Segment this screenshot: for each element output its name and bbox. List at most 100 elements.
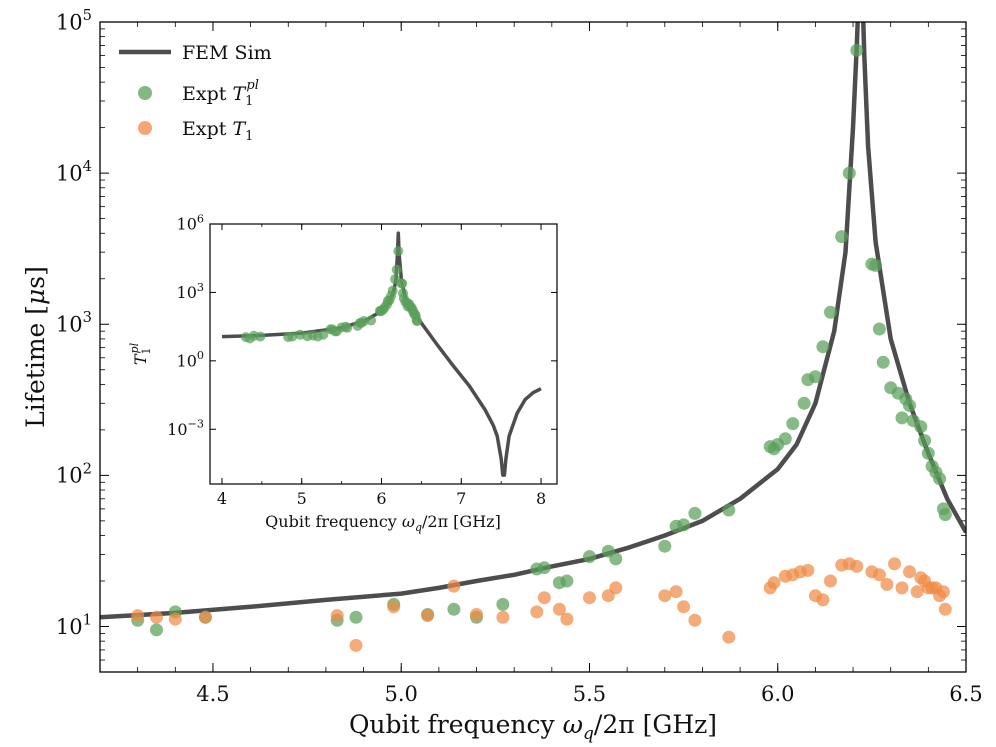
- data-point-t1pl: [918, 434, 932, 448]
- x-tick-label: 4: [217, 489, 227, 508]
- data-point-t1pl: [938, 508, 952, 522]
- data-point-t1pl: [921, 446, 935, 460]
- x-tick-label: 7: [456, 489, 466, 508]
- data-point-t1: [470, 608, 483, 621]
- main-axis-ticks: 4.5 5.0 5.5 6.0 6.5 101 102 103 104 105: [56, 7, 983, 706]
- data-point-t1: [910, 585, 924, 599]
- data-point-t1: [537, 591, 551, 605]
- inset-y-axis-title: T1pl: [128, 342, 153, 365]
- fem-sim-curve: [100, 22, 966, 620]
- data-point-t1pl: [914, 420, 928, 434]
- data-point-t1pl: [903, 399, 916, 412]
- data-point-t1pl: [255, 331, 266, 342]
- x-tick-label: 8: [536, 489, 546, 508]
- data-point-t1: [850, 559, 864, 573]
- legend-marker-green: [138, 86, 152, 100]
- inset-background: [210, 224, 557, 484]
- data-point-t1pl: [412, 316, 422, 327]
- data-point-t1: [888, 557, 901, 571]
- inset-x-axis-title: Qubit frequency ωq/2π [GHz]: [265, 512, 501, 534]
- data-point-t1: [903, 565, 916, 579]
- data-point-t1: [496, 610, 510, 624]
- data-point-t1pl: [318, 329, 329, 340]
- data-point-t1pl: [816, 340, 830, 354]
- data-point-t1pl: [397, 278, 408, 289]
- main-y-axis-title: Lifetime [μs]: [21, 266, 50, 428]
- data-point-t1: [880, 577, 894, 591]
- main-x-axis-title: Qubit frequency ωq/2π [GHz]: [349, 710, 717, 744]
- data-point-t1pl: [842, 166, 856, 180]
- data-point-t1: [824, 574, 837, 588]
- x-tick-label: 5.5: [573, 682, 606, 706]
- x-tick-label: 4.5: [196, 682, 229, 706]
- data-point-t1pl: [387, 285, 398, 296]
- x-tick-label: 6.0: [761, 682, 794, 706]
- data-point-t1pl: [609, 552, 623, 566]
- y-tick-label: 106: [177, 212, 204, 233]
- x-tick-label: 6: [376, 489, 386, 508]
- legend: FEM Sim Expt T1pl Expt T1: [119, 42, 272, 144]
- legend-marker-orange: [138, 121, 152, 135]
- data-point-t1pl: [658, 539, 672, 553]
- data-point-t1pl: [359, 316, 369, 326]
- data-point-t1pl: [391, 264, 402, 275]
- data-point-t1pl: [835, 230, 849, 244]
- y-tick-label: 103: [56, 309, 92, 336]
- data-point-t1: [560, 612, 574, 626]
- inset-axis-ticks: 4 5 6 7 8 10−3 100 103 106: [167, 212, 557, 508]
- data-point-t1: [801, 563, 815, 577]
- data-point-t1pl: [850, 43, 864, 57]
- data-point-t1: [150, 610, 163, 624]
- y-tick-label: 104: [56, 158, 92, 185]
- data-point-t1: [421, 609, 435, 623]
- data-point-t1pl: [722, 503, 736, 517]
- data-point-t1: [669, 585, 683, 599]
- data-point-t1pl: [876, 355, 890, 369]
- main-plot: 4.5 5.0 5.5 6.0 6.5 101 102 103 104 105 Qubit fre…: [21, 7, 983, 744]
- data-point-t1: [658, 589, 672, 603]
- data-point-t1: [168, 612, 182, 626]
- data-point-t1pl: [150, 623, 163, 637]
- x-tick-label: 6.5: [949, 682, 982, 706]
- data-point-t1pl: [688, 506, 702, 520]
- data-point-t1pl: [778, 432, 792, 446]
- inset-expt-t1pl-points-layer: [240, 246, 422, 344]
- data-point-t1pl: [583, 550, 596, 564]
- data-point-t1: [447, 579, 461, 593]
- legend-label-fem-sim: FEM Sim: [182, 42, 272, 64]
- data-point-t1: [583, 591, 596, 605]
- data-point-t1pl: [537, 561, 551, 575]
- data-point-t1: [552, 602, 566, 616]
- data-point-t1: [677, 600, 691, 614]
- data-point-t1: [198, 610, 212, 624]
- data-point-t1: [816, 593, 830, 607]
- data-point-t1: [767, 576, 781, 590]
- y-tick-label: 101: [56, 611, 92, 638]
- data-point-t1pl: [786, 417, 800, 431]
- data-point-t1: [131, 609, 145, 623]
- data-point-t1: [387, 600, 401, 614]
- data-point-t1pl: [933, 472, 947, 486]
- legend-label-expt-t1: Expt T1: [182, 118, 253, 144]
- y-tick-label: 105: [56, 7, 92, 34]
- expt-t1-points-layer: [131, 557, 952, 652]
- data-point-t1pl: [824, 305, 837, 319]
- fem-sim-line-layer: [100, 22, 966, 620]
- data-point-t1pl: [797, 396, 811, 410]
- data-point-t1pl: [872, 322, 886, 336]
- y-tick-label: 100: [177, 349, 204, 370]
- x-tick-label: 5: [297, 489, 307, 508]
- data-point-t1pl: [808, 370, 822, 384]
- data-point-t1pl: [393, 246, 404, 257]
- data-point-t1: [936, 585, 950, 599]
- data-point-t1pl: [342, 322, 353, 333]
- data-point-t1: [872, 568, 886, 582]
- data-point-t1: [895, 581, 909, 595]
- data-point-t1: [330, 609, 344, 623]
- data-point-t1: [530, 605, 544, 619]
- data-point-t1: [938, 602, 952, 616]
- data-point-t1: [609, 581, 623, 595]
- data-point-t1pl: [496, 597, 510, 611]
- y-tick-label: 102: [56, 460, 92, 487]
